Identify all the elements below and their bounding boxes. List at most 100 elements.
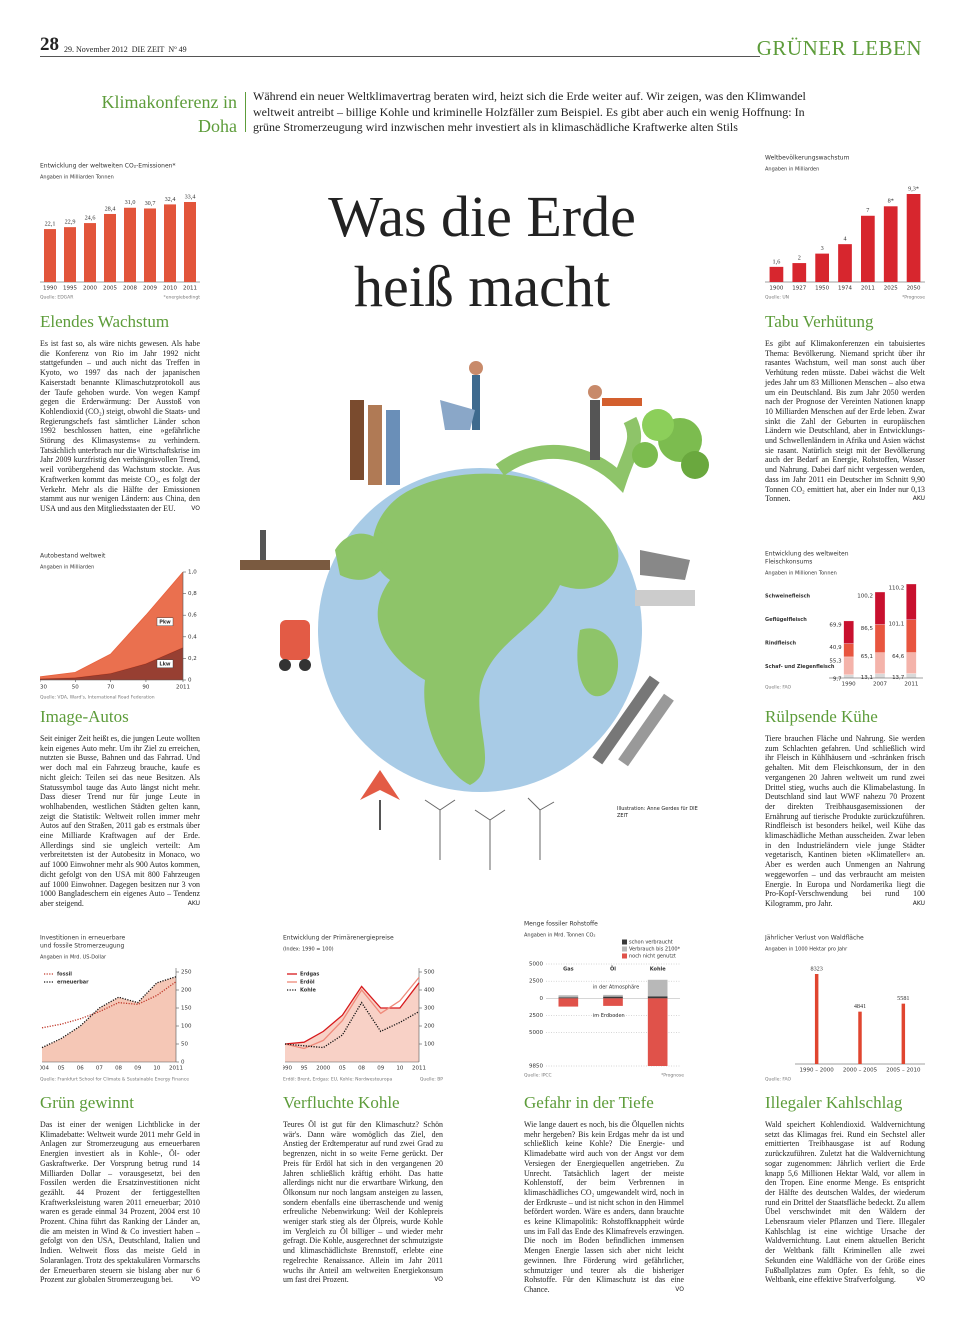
chart-source: Quelle: Frankfurt School for Climate & S… bbox=[40, 1077, 189, 1083]
x-tick-label: 05 bbox=[58, 1066, 65, 1072]
bar bbox=[838, 244, 852, 282]
value-label: 1,6 bbox=[773, 258, 781, 265]
x-tick-label: 1927 bbox=[792, 286, 806, 292]
x-tick-label: 2005 – 2010 bbox=[886, 1068, 921, 1074]
chart-subtitle: Angaben in Milliarden bbox=[765, 167, 819, 173]
legend-label: Kohle bbox=[300, 988, 316, 994]
series-label: Geflügelfleisch bbox=[765, 617, 807, 623]
x-tick-label: 2004 bbox=[40, 1066, 49, 1072]
body: Tiere brauchen Fläche und Nahrung. Sie w… bbox=[765, 734, 925, 909]
chart-subtitle: Angaben in Milliarden bbox=[40, 565, 94, 571]
value-label: 8323 bbox=[810, 965, 822, 972]
value-label: 2 bbox=[798, 254, 801, 261]
x-tick-label: 2011 bbox=[861, 286, 875, 292]
line bbox=[284, 1001, 420, 1049]
chart-note: Quelle: BP bbox=[420, 1077, 443, 1083]
illustration bbox=[240, 361, 709, 870]
bar-segment bbox=[647, 996, 668, 999]
legend-box bbox=[156, 659, 174, 669]
issue: Nº 49 bbox=[168, 45, 187, 54]
bar bbox=[901, 1003, 906, 1064]
bar-segment bbox=[874, 652, 886, 674]
chart-title: Entwicklung der Primärenergiepreise bbox=[283, 935, 394, 942]
x-tick-label: 09 bbox=[134, 1066, 141, 1072]
heading: Tabu Verhütung bbox=[765, 312, 874, 331]
author: AKU bbox=[912, 495, 925, 503]
x-tick-label: 95 bbox=[301, 1066, 308, 1072]
author: VO bbox=[916, 1276, 925, 1284]
y-tick-label: 100 bbox=[181, 1024, 192, 1030]
y-tick-label: 100 bbox=[424, 1042, 435, 1048]
x-tick-label: 2010 bbox=[163, 286, 177, 292]
decoration bbox=[240, 361, 709, 870]
value-label: 9,7 bbox=[833, 676, 842, 682]
bar-segment bbox=[843, 620, 854, 644]
value-label: 8* bbox=[888, 198, 894, 205]
legend-label: Erdgas bbox=[300, 972, 319, 978]
kicker: Klimakonferenz in Doha bbox=[101, 92, 237, 136]
x-tick-label: 2011 bbox=[169, 1066, 183, 1072]
x-tick-label: 2007 bbox=[873, 682, 887, 688]
author: AKU bbox=[912, 899, 925, 907]
page-number: 28 bbox=[40, 34, 59, 55]
x-tick-label: 90 bbox=[142, 685, 149, 691]
heading: Elendes Wachstum bbox=[40, 312, 170, 331]
chart-subtitle: Angaben in Milliarden Tonnen bbox=[40, 175, 114, 181]
x-tick-label: 70 bbox=[107, 685, 114, 691]
heading: Gefahr in der Tiefe bbox=[524, 1093, 654, 1112]
issue-line: 29. November 2012 DIE ZEIT Nº 49 bbox=[64, 45, 191, 54]
text: Es gibt auf Klimakonferenzen ein tabuisi… bbox=[765, 339, 925, 504]
chart-subtitle: Angaben in Millionen Tonnen bbox=[765, 571, 837, 577]
bar-segment bbox=[843, 674, 854, 679]
line bbox=[284, 982, 420, 1045]
x-tick-label: 2025 bbox=[884, 286, 898, 292]
y-tick-label: 400 bbox=[424, 988, 435, 994]
chart-title: Menge fossiler Rohstoffe bbox=[524, 921, 598, 928]
x-tick-label: 10 bbox=[153, 1066, 160, 1072]
x-tick-label: 2009 bbox=[143, 286, 157, 292]
y-tick-label: 9850 bbox=[529, 1064, 543, 1070]
chart-title: Weltbevölkerungswachstum bbox=[765, 155, 850, 162]
x-tick-label: 2005 bbox=[103, 286, 117, 292]
y-tick-label: 250 bbox=[181, 970, 192, 976]
y-tick-label: 150 bbox=[181, 1006, 192, 1012]
line bbox=[41, 981, 177, 1029]
y-tick-label: 0 bbox=[188, 678, 192, 684]
x-tick-label: 1990 bbox=[842, 682, 856, 688]
heading: Image-Autos bbox=[40, 707, 129, 726]
section: GRÜNER LEBEN bbox=[756, 36, 922, 60]
body: Teures Öl ist gut für den Klimaschutz? S… bbox=[283, 1120, 443, 1285]
heading: Illegaler Kahlschlag bbox=[765, 1093, 903, 1112]
bar bbox=[861, 215, 875, 282]
chart: Menge fossiler Rohstoffe Angaben in Mrd. … bbox=[524, 921, 684, 1079]
text: Seit einiger Zeit heißt es, die jungen L… bbox=[40, 734, 200, 908]
value-label: 24,6 bbox=[85, 214, 96, 221]
value-label: 3 bbox=[821, 245, 824, 252]
body: Das ist einer der wenigen Lichtblicke in… bbox=[40, 1120, 200, 1285]
category-label: Öl bbox=[610, 966, 616, 973]
series-label: Schaf- und Ziegenfleisch bbox=[765, 664, 835, 670]
legend-label: erneuerbar bbox=[57, 980, 89, 986]
bar-segment bbox=[843, 643, 854, 658]
bar bbox=[858, 1011, 862, 1064]
bar bbox=[44, 229, 56, 282]
date: 29. November 2012 bbox=[64, 45, 128, 54]
chart-note: *Prognose bbox=[661, 1073, 684, 1079]
article: Illegaler Kahlschlag Wald speichert Kohle… bbox=[765, 1093, 925, 1285]
value-label: 101,1 bbox=[889, 621, 905, 627]
bar-segment bbox=[647, 979, 668, 997]
chart-title: Fleischkonsums bbox=[765, 559, 812, 566]
y-tick-label: 200 bbox=[181, 988, 192, 994]
chart-source: Quelle: UN bbox=[765, 295, 789, 301]
bar bbox=[164, 204, 176, 282]
legend-label: schon verbraucht bbox=[629, 940, 673, 946]
heading: Grün gewinnt bbox=[40, 1093, 134, 1112]
body: Es ist fast so, als wäre nichts gewesen.… bbox=[40, 339, 200, 514]
bar bbox=[144, 208, 156, 282]
bar-segment bbox=[603, 994, 623, 997]
author: AKU bbox=[187, 899, 200, 907]
legend-label: Pkw bbox=[159, 619, 171, 625]
chart-subtitle: (Index: 1990 = 100) bbox=[283, 947, 334, 953]
value-label: 64,6 bbox=[892, 654, 905, 660]
